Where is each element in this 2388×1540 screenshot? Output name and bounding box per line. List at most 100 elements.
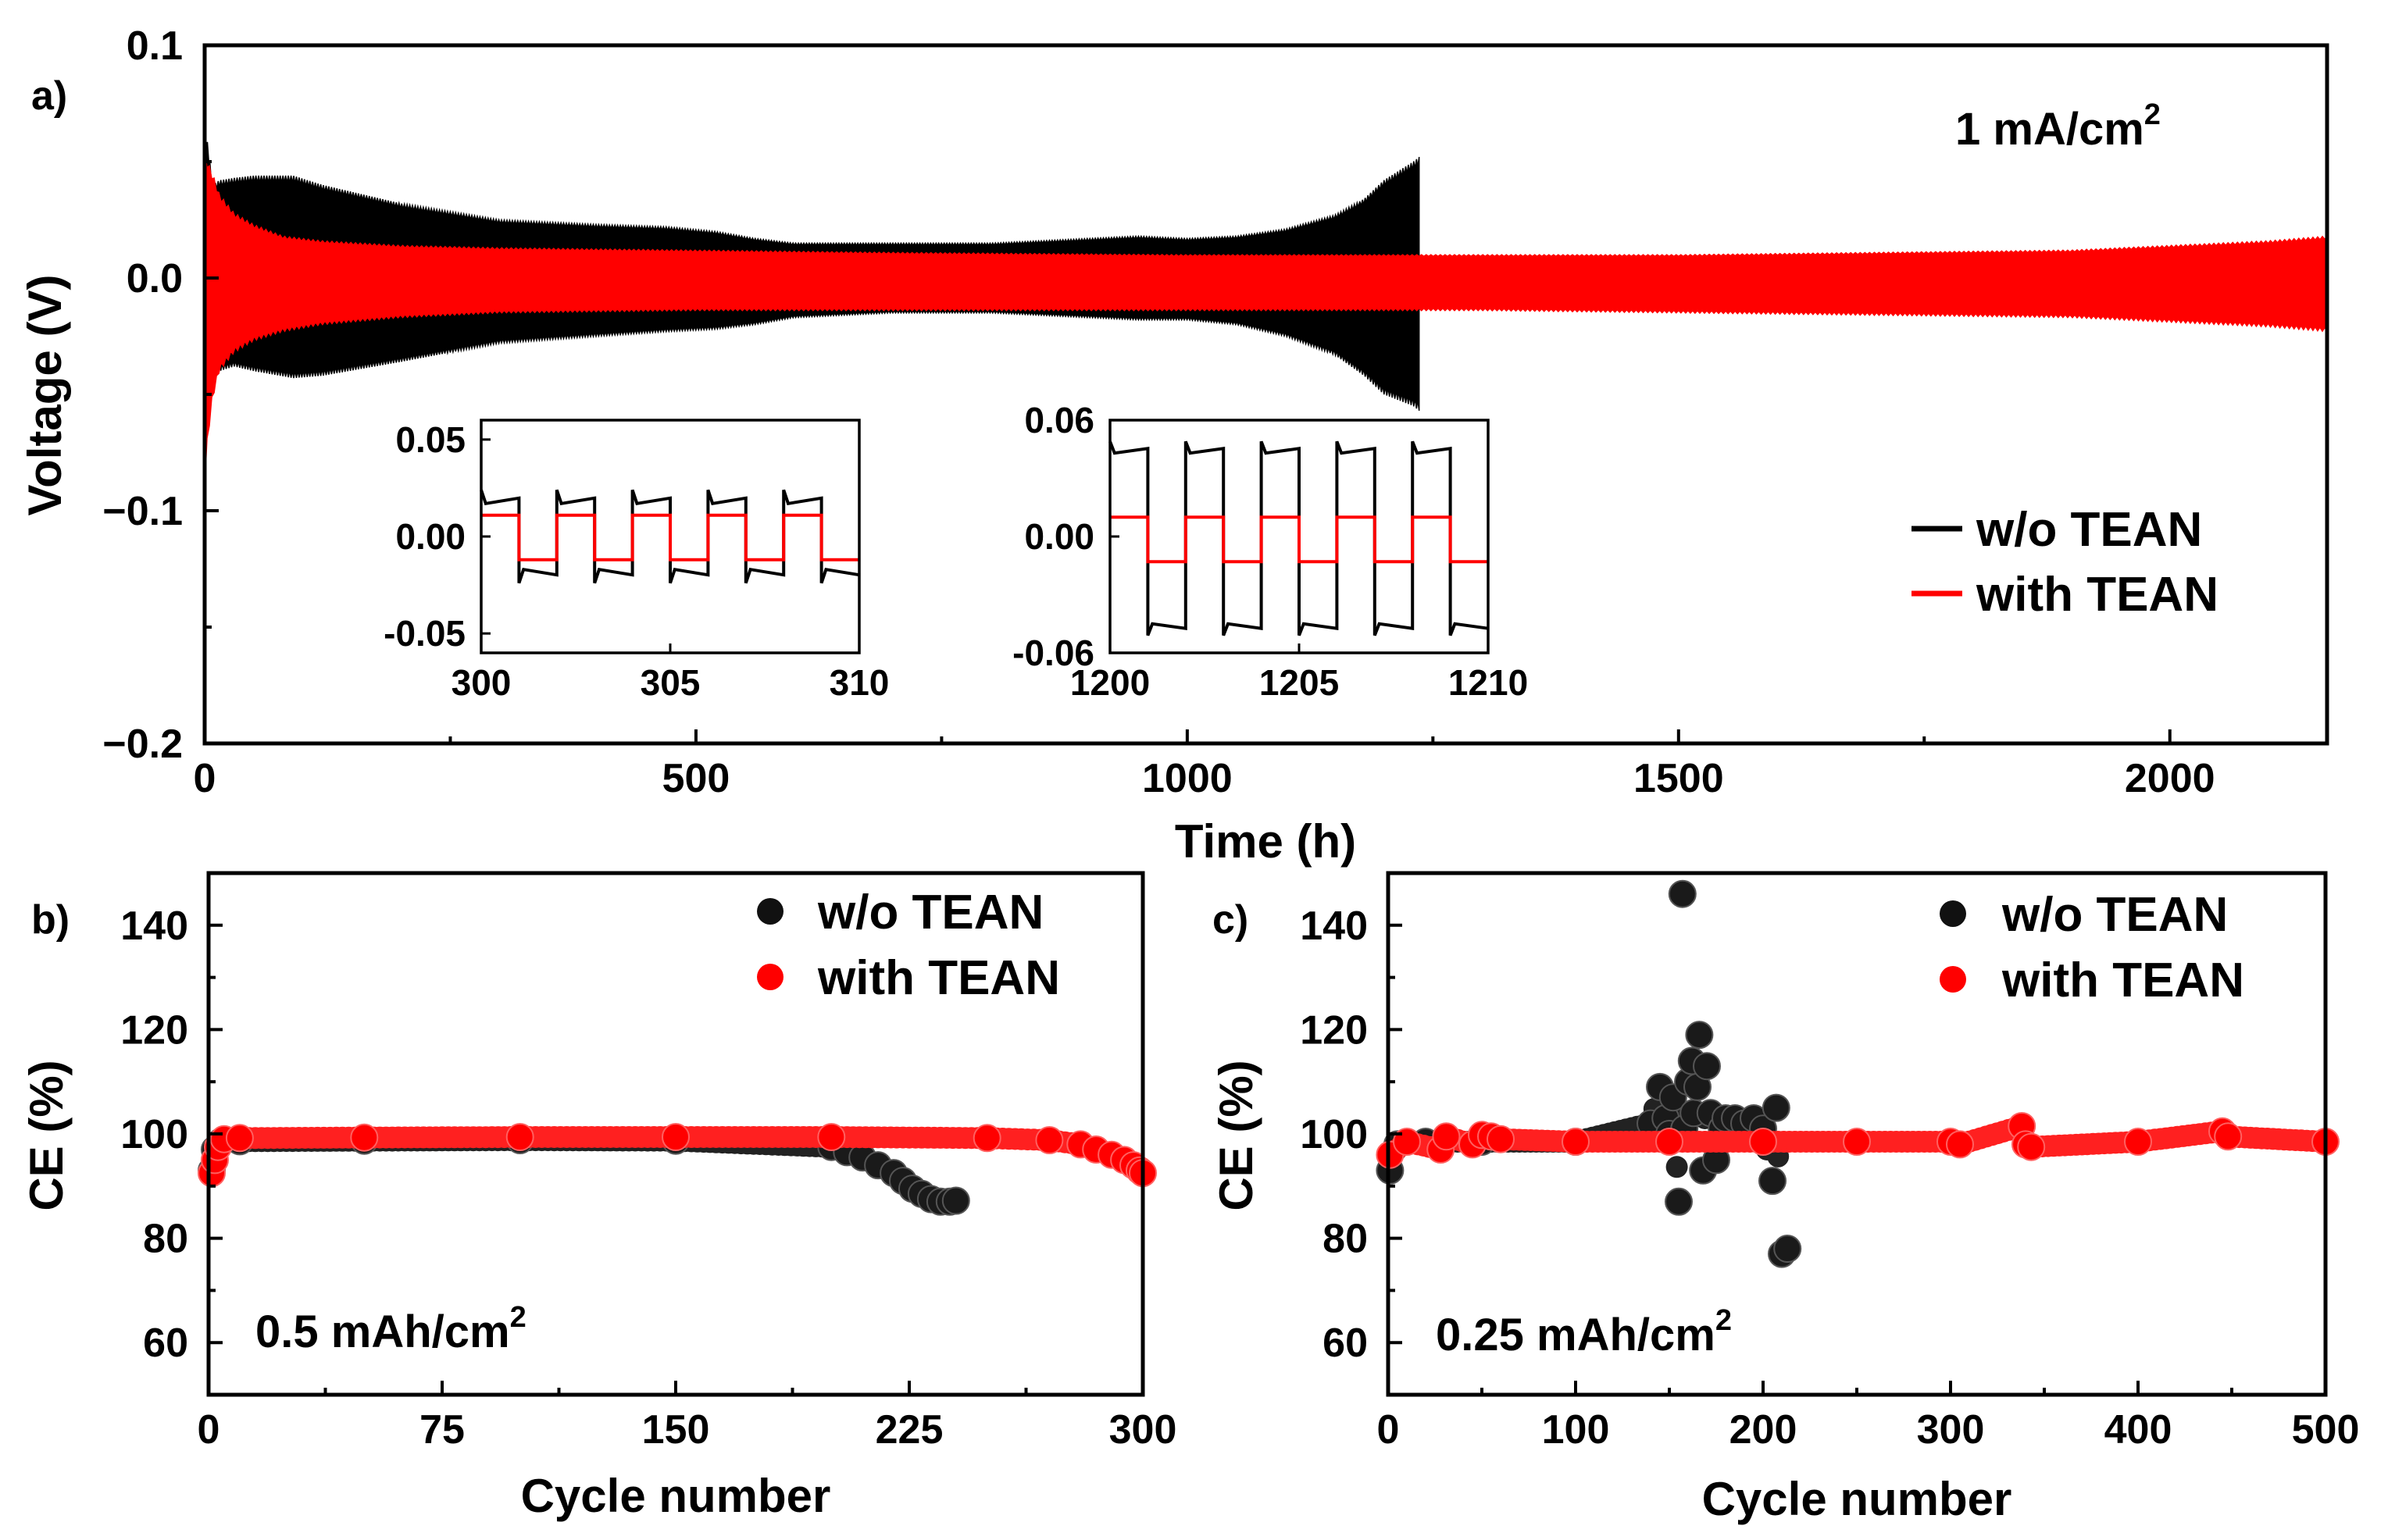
panel-a-xlabel: Time (h) — [1175, 815, 1356, 868]
c-plot-point-without — [1665, 1156, 1688, 1178]
inset1-plot-xtick-label: 305 — [641, 662, 701, 703]
panel-a-ticks: 0 500 1000 1500 2000 0.1 0.0 −0.1 −0.2 — [102, 23, 2215, 801]
legend-c-with-marker — [1940, 966, 1966, 993]
c-plot-point-with — [1655, 1128, 1683, 1156]
panel-b-ylabel: CE (%) — [20, 1060, 73, 1210]
b-plot-point-with — [662, 1123, 690, 1151]
inset2-plot-series-with — [1110, 515, 1488, 564]
panel-c-capacity-text: 0.25 mAh/cm — [1436, 1310, 1715, 1360]
c-plot-point-with — [1843, 1128, 1871, 1156]
panel-a-xtick-label: 500 — [662, 756, 730, 801]
b-plot-point-with — [1035, 1126, 1064, 1154]
c-plot-point-without — [1758, 1167, 1787, 1196]
c-plot-xtick-label: 200 — [1729, 1407, 1797, 1453]
panel-c-frame — [1386, 871, 2328, 1397]
c-plot-point-with — [1946, 1130, 1974, 1159]
b-plot-ytick-label: 120 — [120, 1007, 188, 1053]
c-plot-ytick-label: 120 — [1300, 1007, 1368, 1053]
inset2-plot-ytick-label: 0.00 — [1024, 516, 1094, 557]
b-plot-point-with — [225, 1124, 254, 1153]
panel-b-legend: w/o TEAN with TEAN — [757, 886, 1060, 1005]
panel-a-xtick-label: 0 — [194, 756, 216, 801]
c-plot-point-with — [1749, 1128, 1777, 1156]
panel-a-ytick-label: 0.0 — [127, 256, 183, 301]
panel-c-plot-area — [1376, 879, 2340, 1268]
inset-2-ticks: 1200 1205 1210 0.06 0.00 -0.06 — [1012, 400, 1528, 703]
b-plot-point-with — [973, 1124, 1001, 1153]
panel-c-capacity-sup: 2 — [1715, 1304, 1732, 1337]
panel-b-label: b) — [31, 897, 70, 943]
c-plot-ytick-label: 80 — [1323, 1217, 1368, 1262]
b-plot-ytick-label: 140 — [120, 904, 188, 949]
panel-b-capacity: 0.5 mAh/cm2 — [255, 1301, 527, 1357]
inset-1200-1210: 1200 1205 1210 0.06 0.00 -0.06 — [1012, 400, 1528, 703]
legend-a-without-label: w/o TEAN — [1976, 503, 2202, 557]
inset2-plot-xtick-label: 1200 — [1070, 662, 1150, 703]
panel-a-xtick-label: 1000 — [1142, 756, 1233, 801]
panel-c-ylabel: CE (%) — [1210, 1060, 1262, 1210]
panel-a: 0 500 1000 1500 2000 0.1 0.0 −0.1 −0.2 a) Voltag… — [19, 23, 2329, 868]
inset-1-ticks: 300 305 310 0.05 0.00 -0.05 — [384, 419, 889, 703]
b-plot-ytick-label: 80 — [143, 1217, 188, 1262]
inset1-plot-xtick-label: 310 — [830, 662, 890, 703]
panel-c-legend: w/o TEAN with TEAN — [1940, 888, 2244, 1007]
panel-a-frame — [202, 43, 2329, 746]
panel-a-legend: w/o TEAN with TEAN — [1911, 503, 2218, 622]
panel-c-xlabel: Cycle number — [1702, 1473, 2012, 1525]
inset-1-frame — [480, 419, 861, 654]
legend-c-without-marker — [1940, 900, 1966, 927]
b-plot-xtick-label: 0 — [198, 1407, 220, 1453]
legend-c-with-label: with TEAN — [2001, 954, 2244, 1007]
c-plot-point-without — [1665, 1187, 1693, 1216]
panel-c-label: c) — [1212, 897, 1248, 943]
c-plot-point-without — [1773, 1235, 1802, 1263]
panel-a-ytick-label: −0.1 — [102, 489, 183, 534]
panel-a-label: a) — [31, 73, 67, 119]
c-plot-point-with — [1432, 1122, 1461, 1151]
b-plot-point-with — [817, 1123, 846, 1151]
b-plot-xtick-label: 75 — [419, 1407, 465, 1453]
c-plot-ytick-label: 140 — [1300, 904, 1368, 949]
panel-a-ytick-label: −0.2 — [102, 722, 183, 767]
panel-b-plot-area — [198, 1123, 1157, 1216]
legend-c-without-label: w/o TEAN — [2001, 888, 2228, 942]
inset2-plot-xtick-label: 1205 — [1259, 662, 1339, 703]
inset1-plot-ytick-label: 0.05 — [395, 419, 466, 460]
panel-a-current-density-text: 1 mA/cm — [1955, 104, 2144, 155]
panel-a-xtick-label: 1500 — [1633, 756, 1724, 801]
c-plot-point-with — [1487, 1125, 1515, 1153]
c-plot-ytick-label: 100 — [1300, 1112, 1368, 1157]
panel-b-capacity-text: 0.5 mAh/cm — [255, 1307, 510, 1357]
inset-2-plot-area — [1108, 440, 1489, 636]
inset-2-frame — [1108, 419, 1490, 654]
c-plot-xtick-label: 500 — [2292, 1407, 2360, 1453]
inset2-plot-xtick-label: 1210 — [1448, 662, 1528, 703]
c-plot-point-without — [1685, 1021, 1714, 1050]
b-plot-xtick-label: 225 — [876, 1407, 944, 1453]
b-plot-point-with — [350, 1123, 379, 1152]
b-plot-point-with — [505, 1123, 534, 1151]
c-plot-ytick-label: 60 — [1323, 1321, 1368, 1366]
inset1-plot-series-with — [481, 513, 859, 561]
b-plot-point-without — [941, 1186, 970, 1215]
b-plot-ytick-label: 60 — [143, 1321, 188, 1366]
panel-b-ticks: 0 75 150 225 300 60 80 100 120 140 — [120, 904, 1176, 1453]
c-plot-xtick-label: 400 — [2104, 1407, 2172, 1453]
inset-1-plot-area — [480, 489, 860, 584]
c-plot-point-without — [1762, 1093, 1790, 1122]
legend-b-with-label: with TEAN — [817, 951, 1060, 1005]
inset2-plot-ytick-label: 0.06 — [1024, 400, 1094, 440]
b-plot-ytick-label: 100 — [120, 1112, 188, 1157]
inset2-plot-ytick-label: -0.06 — [1012, 633, 1094, 673]
c-plot-point-without — [1668, 879, 1697, 908]
panel-b-xlabel: Cycle number — [521, 1470, 831, 1522]
c-plot-xtick-label: 300 — [1917, 1407, 1985, 1453]
b-plot-xtick-label: 150 — [642, 1407, 710, 1453]
panel-a-current-density: 1 mA/cm2 — [1955, 98, 2161, 155]
c-plot-point-with — [2214, 1122, 2243, 1151]
panel-c-capacity: 0.25 mAh/cm2 — [1436, 1304, 1732, 1360]
b-plot-xtick-label: 300 — [1109, 1407, 1177, 1453]
legend-b-without-marker — [757, 898, 784, 925]
inset-300-310: 300 305 310 0.05 0.00 -0.05 — [384, 419, 889, 703]
